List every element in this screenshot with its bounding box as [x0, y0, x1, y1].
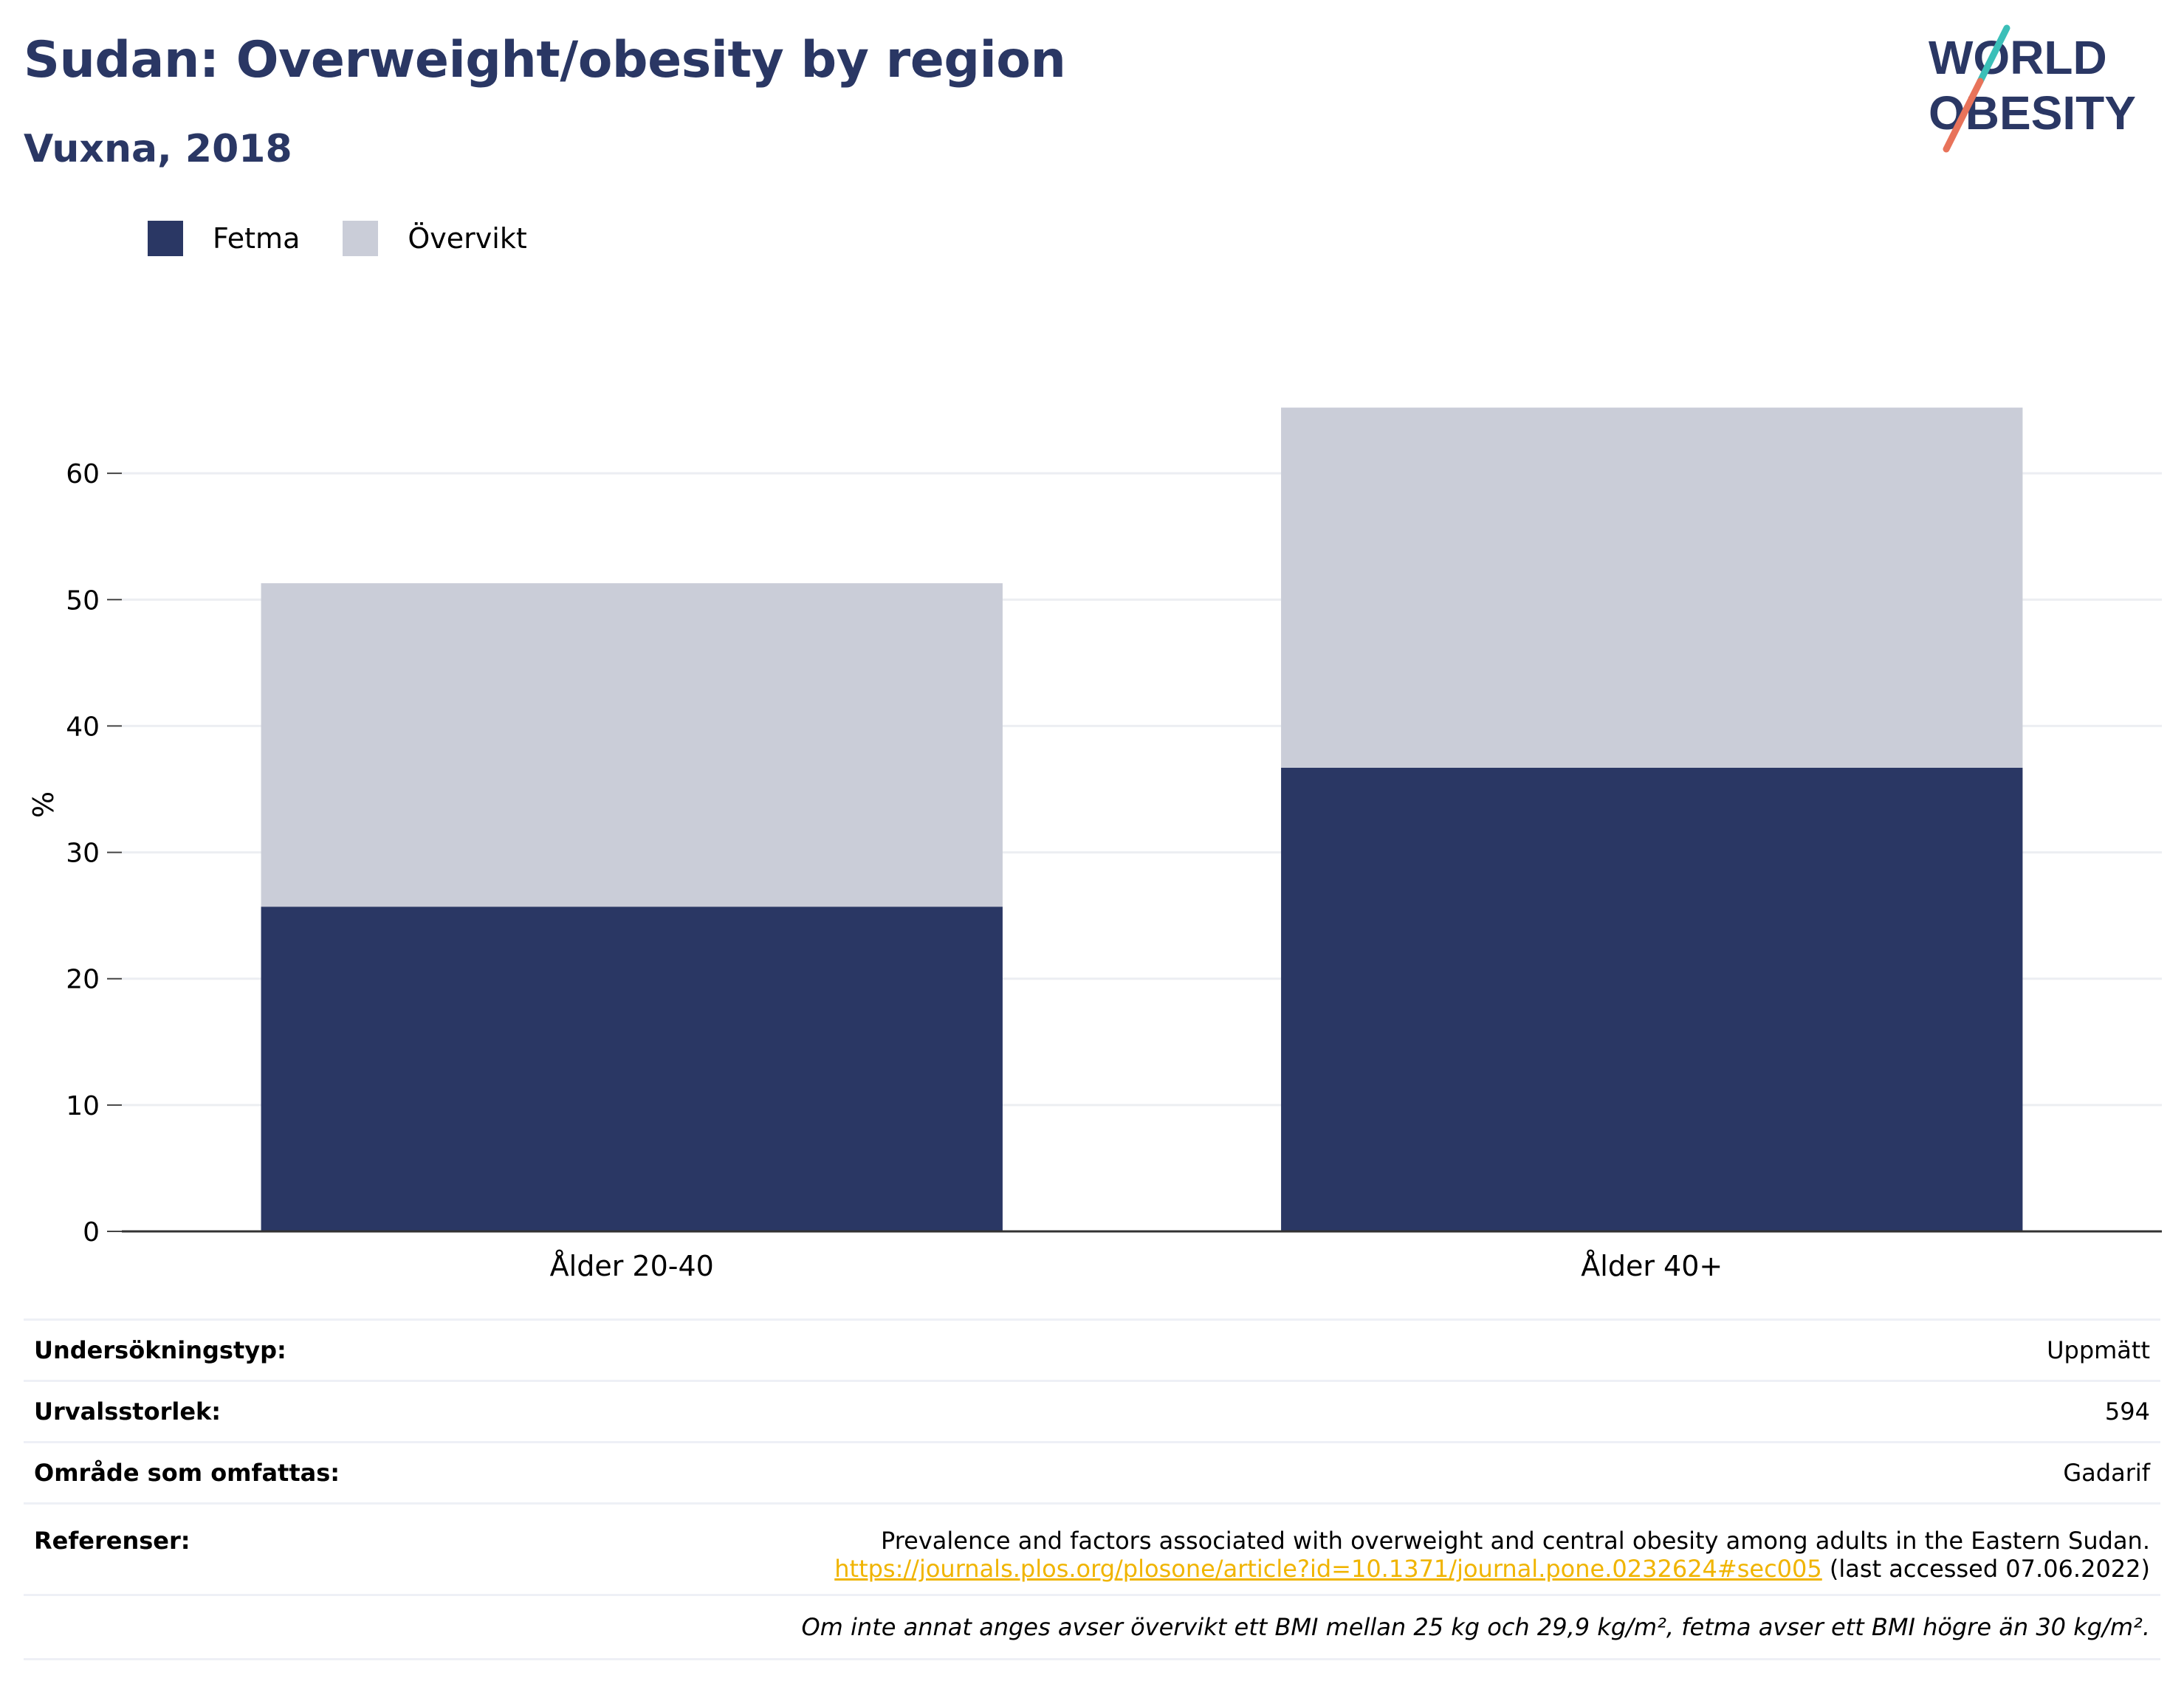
y-tick-label: 10 — [66, 1091, 100, 1121]
world-obesity-logo: WORLD OBESITY — [1929, 24, 2136, 153]
legend-item-fetma: Fetma — [148, 221, 300, 256]
chart-legend: Fetma Övervikt — [148, 218, 570, 259]
info-label: Urvalsstorlek: — [34, 1397, 222, 1426]
x-axis-labels: Ålder 20-40 Ålder 40+ — [550, 1250, 1723, 1282]
y-axis-ticks: 0 10 20 30 40 50 60 — [66, 459, 122, 1248]
info-row-references: Referenser: Prevalence and factors assoc… — [24, 1502, 2160, 1594]
info-label: Område som omfattas: — [34, 1459, 340, 1487]
stacked-bar-chart: 0 10 20 30 40 50 60 Ålder 20-40 Ålder 40+ % — [27, 408, 2162, 1282]
info-row-survey-type: Undersökningstyp: Uppmätt — [24, 1318, 2160, 1380]
y-tick-label: 50 — [66, 585, 100, 616]
info-value: 594 — [2104, 1397, 2150, 1426]
info-value: Uppmätt — [2047, 1336, 2150, 1364]
info-row-sample-size: Urvalsstorlek: 594 — [24, 1380, 2160, 1441]
y-tick-label: 0 — [83, 1217, 100, 1248]
legend-swatch-fetma — [148, 221, 183, 256]
info-label: Undersökningstyp: — [34, 1336, 286, 1364]
info-row-area: Område som omfattas: Gadarif — [24, 1441, 2160, 1502]
bars — [261, 408, 2023, 1231]
legend-label-fetma: Fetma — [213, 222, 301, 255]
x-tick-label: Ålder 40+ — [1581, 1250, 1723, 1282]
bar-overvikt-1 — [261, 583, 1003, 907]
reference-link[interactable]: https://journals.plos.org/plosone/articl… — [834, 1555, 1822, 1583]
legend-label-overvikt: Övervikt — [408, 222, 527, 255]
legend-swatch-overvikt — [343, 221, 379, 256]
bar-fetma-1 — [261, 907, 1003, 1231]
bar-overvikt-2 — [1281, 408, 2023, 768]
y-axis-label: % — [27, 791, 60, 818]
footnote: Om inte annat anges avser övervikt ett B… — [801, 1613, 2150, 1641]
logo-slash-coral — [1943, 78, 1984, 153]
logo-slash-teal — [1977, 24, 2010, 85]
info-value: Gadarif — [2063, 1459, 2150, 1487]
legend-item-overvikt: Övervikt — [343, 221, 527, 256]
info-table: Undersökningstyp: Uppmätt Urvalsstorlek:… — [24, 1318, 2160, 1660]
y-tick-label: 60 — [66, 459, 100, 489]
bar-fetma-2 — [1281, 767, 2023, 1231]
logo-line1: WORLD — [1929, 31, 2107, 84]
y-tick-label: 30 — [66, 839, 100, 869]
chart-subtitle: Vuxna, 2018 — [24, 127, 292, 171]
x-tick-label: Ålder 20-40 — [550, 1250, 714, 1282]
info-row-note: Om inte annat anges avser övervikt ett B… — [24, 1594, 2160, 1660]
reference-accessed: (last accessed 07.06.2022) — [1821, 1555, 2150, 1583]
info-label: Referenser: — [34, 1527, 190, 1555]
chart-title: Sudan: Overweight/obesity by region — [24, 31, 1066, 89]
reference-block: Prevalence and factors associated with o… — [834, 1527, 2160, 1583]
y-tick-label: 40 — [66, 712, 100, 742]
reference-text: Prevalence and factors associated with o… — [880, 1527, 2150, 1555]
y-tick-label: 20 — [66, 965, 100, 995]
